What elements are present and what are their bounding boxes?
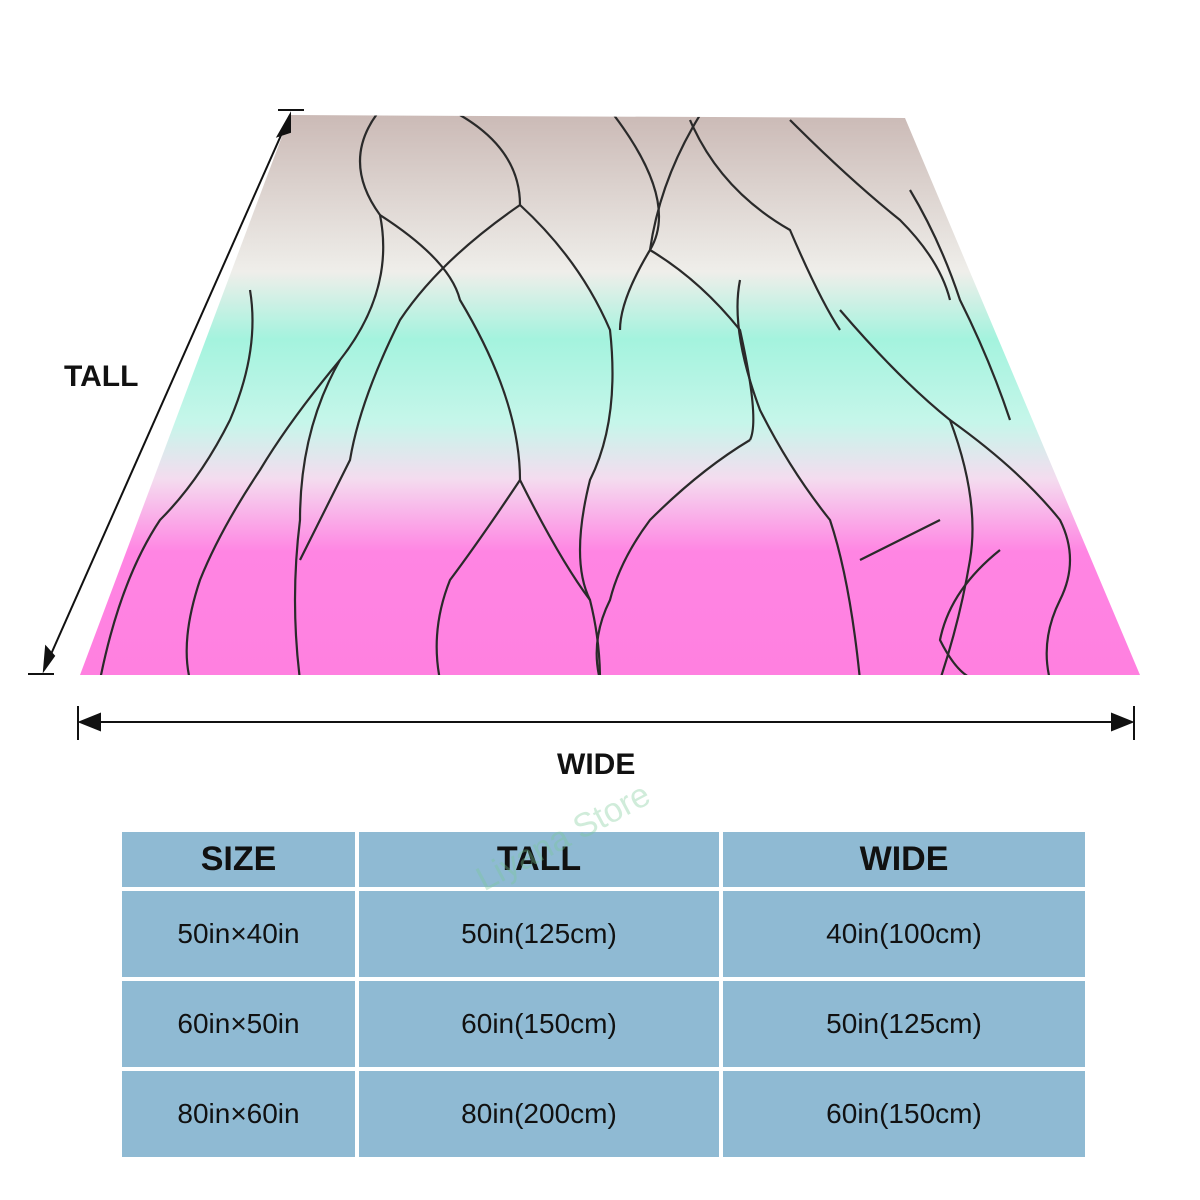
wide-arrow [77,706,1135,740]
table-cell: 50in×40in [122,891,355,977]
table-cell: 60in×50in [122,981,355,1067]
tall-label: TALL [64,360,139,393]
table-cell: 60in(150cm) [359,981,719,1067]
table-cell: 50in(125cm) [359,891,719,977]
table-cell: 60in(150cm) [723,1071,1085,1157]
table-cell: 80in(200cm) [359,1071,719,1157]
table-header: SIZE [122,832,355,887]
table-header: TALL [359,832,719,887]
tall-arrow [28,109,304,675]
table-cell: 40in(100cm) [723,891,1085,977]
size-table: SIZE TALL WIDE 50in×40in 50in(125cm) 40i… [122,832,1085,1157]
table-cell: 80in×60in [122,1071,355,1157]
blanket [80,115,1140,675]
table-header: WIDE [723,832,1085,887]
blanket-illustration [28,109,1140,740]
table-cell: 50in(125cm) [723,981,1085,1067]
crack-pattern [98,115,1072,675]
wide-label: WIDE [557,748,636,781]
